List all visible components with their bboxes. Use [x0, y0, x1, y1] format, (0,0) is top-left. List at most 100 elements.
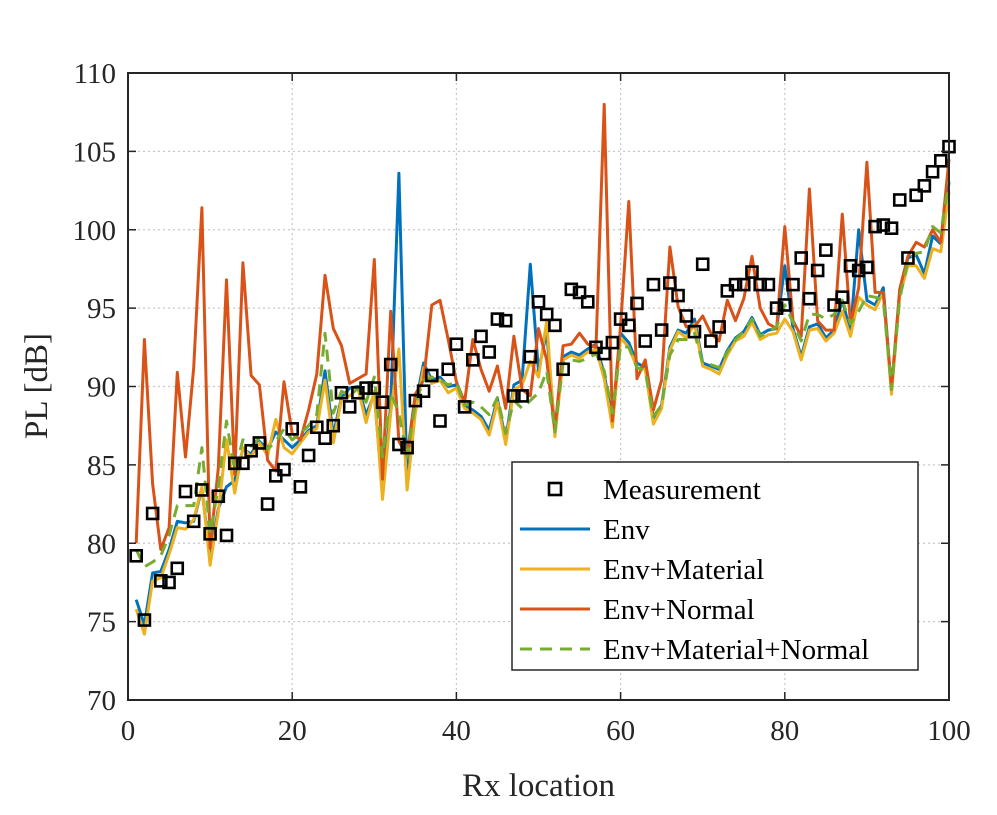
- measurement-point: [851, 263, 866, 278]
- legend-label-env-material-normal: Env+Material+Normal: [603, 634, 869, 666]
- measurement-point: [794, 251, 809, 265]
- y-tick-label: 105: [73, 136, 117, 168]
- measurement-point: [252, 436, 267, 450]
- x-tick-label: 60: [606, 715, 635, 747]
- measurement-point: [695, 257, 710, 272]
- series-lines: [134, 102, 951, 636]
- measurement-point: [170, 561, 185, 576]
- measurement-point: [605, 335, 620, 350]
- axis-ticks: [127, 72, 950, 701]
- measurement-point: [728, 277, 743, 292]
- measurement-point: [646, 277, 661, 292]
- legend-symbol-measurement: [547, 481, 563, 497]
- measurement-point: [515, 389, 529, 403]
- tick-labels: 0 20 40 60 80 100 70 75 80 85 90 95 100 105 110: [73, 58, 971, 747]
- series-line-env-material-normal: [134, 180, 951, 569]
- measurement-point: [326, 418, 341, 433]
- x-tick-label: 40: [442, 715, 471, 747]
- measurement-point: [441, 362, 455, 377]
- measurement-point: [392, 437, 406, 452]
- series-line-env-normal: [134, 102, 951, 551]
- measurement-point: [424, 368, 439, 383]
- measurement-point: [367, 381, 382, 395]
- measurement-point: [466, 353, 480, 367]
- measurement-point: [622, 318, 636, 333]
- measurement-point: [474, 329, 488, 344]
- measurement-point: [498, 313, 513, 328]
- y-axis-title: PL [dB]: [19, 333, 55, 439]
- measurement-point: [318, 431, 332, 446]
- measurement-point: [753, 277, 767, 292]
- measurement-point: [736, 277, 751, 292]
- measurement-point: [334, 385, 349, 400]
- legend: Measurement Env Env+Material Env+Normal Env+…: [511, 461, 919, 671]
- measurement-point: [704, 334, 718, 348]
- measurement-point: [457, 400, 472, 414]
- measurement-point: [244, 443, 258, 458]
- measurement-point: [663, 276, 677, 290]
- measurement-point: [359, 381, 373, 395]
- measurement-point: [285, 422, 300, 436]
- measurement-point: [638, 334, 653, 348]
- y-tick-label: 80: [87, 528, 116, 560]
- measurement-point: [408, 393, 423, 408]
- y-tick-label: 100: [73, 215, 117, 247]
- measurement-point: [211, 489, 226, 504]
- measurement-point: [802, 291, 817, 306]
- measurement-point: [909, 188, 923, 203]
- measurement-point: [219, 528, 234, 543]
- measurement-point: [129, 548, 144, 563]
- measurement-point: [400, 440, 414, 455]
- measurement-point: [539, 307, 554, 322]
- measurement-point: [925, 164, 940, 179]
- measurement-point: [507, 389, 521, 403]
- measurement-point: [227, 456, 242, 471]
- measurement-point: [884, 221, 899, 235]
- measurement-point: [597, 346, 611, 361]
- legend-label-env-normal: Env+Normal: [603, 594, 755, 626]
- measurement-point: [195, 483, 209, 497]
- x-tick-label: 80: [770, 715, 799, 747]
- measurement-point: [835, 290, 850, 304]
- y-tick-label: 95: [87, 293, 116, 325]
- y-tick-label: 75: [87, 607, 116, 639]
- measurement-point: [654, 323, 669, 337]
- measurement-point: [786, 277, 800, 292]
- y-tick-label: 70: [87, 685, 116, 717]
- measurement-point: [137, 613, 152, 627]
- measurement-point: [531, 295, 546, 309]
- measurement-point: [876, 218, 891, 232]
- measurement-point: [819, 243, 833, 257]
- y-tick-label: 110: [74, 58, 116, 90]
- measurement-point: [564, 282, 579, 297]
- measurement-point: [203, 527, 217, 541]
- measurement-point: [769, 301, 784, 315]
- measurement-point: [933, 153, 948, 168]
- y-tick-label: 90: [87, 372, 116, 404]
- measurement-point: [860, 260, 874, 275]
- measurement-point: [868, 219, 882, 234]
- measurement-point: [277, 462, 291, 477]
- measurement-point: [482, 345, 497, 359]
- measurement-point: [310, 420, 324, 435]
- measurement-point: [490, 312, 505, 326]
- measurement-point: [679, 309, 694, 323]
- legend-label-measurement: Measurement: [603, 474, 761, 506]
- legend-box: [511, 461, 919, 671]
- legend-label-env-material: Env+Material: [603, 554, 764, 586]
- measurement-point: [449, 337, 464, 351]
- measurement-point: [556, 362, 570, 377]
- y-tick-label: 85: [87, 450, 116, 482]
- measurement-point: [892, 193, 907, 207]
- measurement-point: [712, 320, 726, 334]
- measurement-point: [745, 265, 759, 279]
- measurement-point: [375, 395, 390, 409]
- measurement-point: [260, 497, 275, 511]
- measurement-point: [572, 285, 587, 300]
- measurement-point: [827, 298, 841, 312]
- measurement-point: [186, 514, 201, 529]
- measurement-point: [383, 357, 398, 372]
- measurement-point: [342, 400, 357, 414]
- legend-label-env: Env: [603, 514, 650, 546]
- measurement-point: [433, 414, 447, 428]
